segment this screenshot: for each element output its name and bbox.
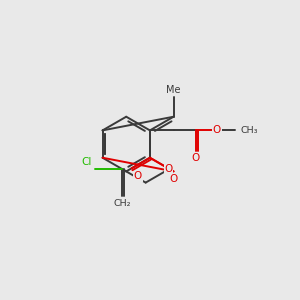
Text: Cl: Cl — [81, 158, 92, 167]
Text: CH₃: CH₃ — [240, 126, 257, 135]
Text: Me: Me — [166, 85, 181, 94]
Text: O: O — [134, 171, 142, 182]
Text: CH₂: CH₂ — [113, 199, 131, 208]
Text: O: O — [191, 153, 200, 163]
Text: O: O — [165, 164, 173, 174]
Text: O: O — [169, 174, 178, 184]
Text: O: O — [213, 125, 221, 135]
